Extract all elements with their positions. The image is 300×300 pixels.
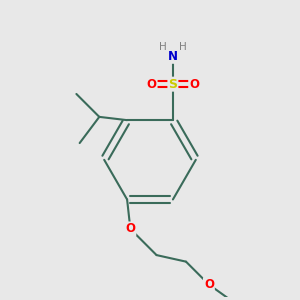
Text: H: H xyxy=(179,42,187,52)
Text: H: H xyxy=(159,42,166,52)
Text: O: O xyxy=(125,222,135,236)
Text: O: O xyxy=(189,78,199,91)
Text: O: O xyxy=(204,278,214,291)
Text: N: N xyxy=(168,50,178,63)
Text: O: O xyxy=(147,78,157,91)
Text: S: S xyxy=(168,78,177,91)
